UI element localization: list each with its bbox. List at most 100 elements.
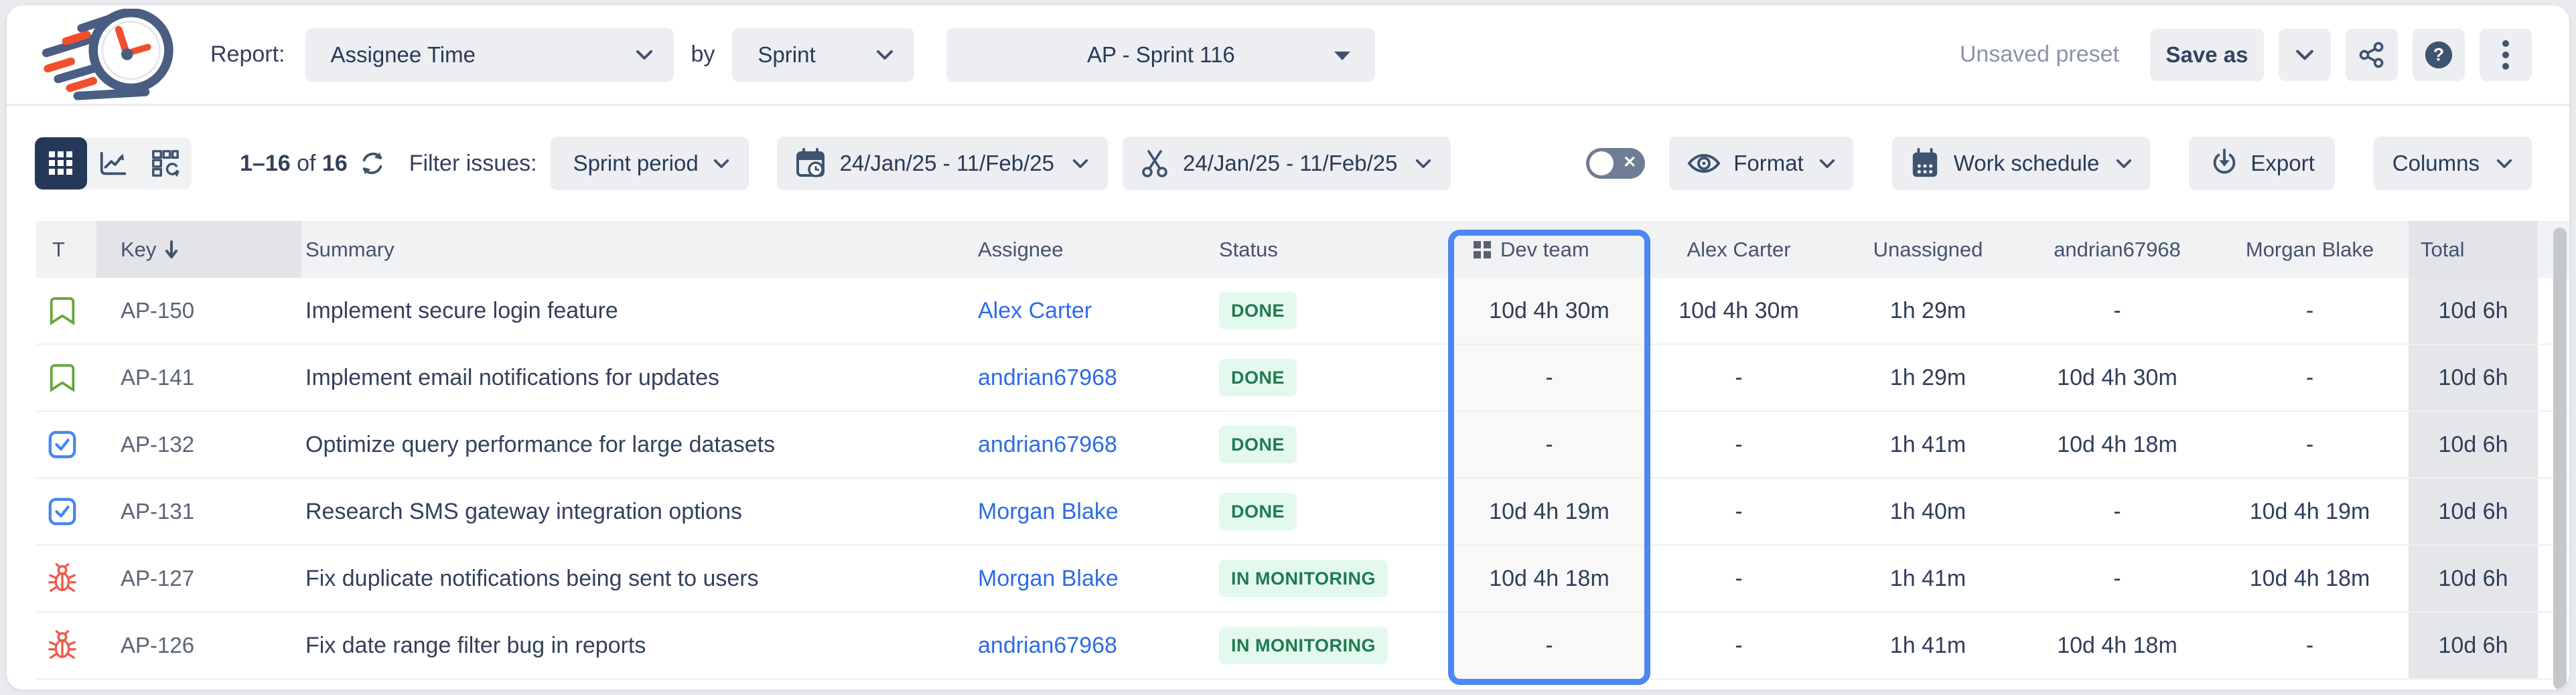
issue-type-cell — [36, 479, 96, 544]
dev-team-time-cell: - — [1453, 412, 1645, 477]
column-header-total[interactable]: Total — [2409, 221, 2538, 278]
table-header-row: T Key Summary Assignee Status Dev team A… — [36, 221, 2569, 278]
refresh-icon — [362, 152, 382, 175]
issue-key: AP-132 — [121, 432, 195, 457]
issue-summary: Implement email notifications for update… — [305, 364, 719, 390]
status-badge: IN MONITORING — [1219, 560, 1388, 597]
task-icon — [48, 497, 76, 526]
column-header-type[interactable]: T — [52, 237, 65, 261]
pivot-view-button[interactable] — [139, 137, 192, 189]
andrian67968-time-cell: 10d 4h 18m — [2057, 632, 2177, 658]
assignee-link[interactable]: Morgan Blake — [978, 498, 1119, 524]
share-button[interactable] — [2346, 28, 2398, 81]
format-dropdown[interactable]: Format — [1669, 137, 1853, 190]
export-button[interactable]: Export — [2189, 137, 2335, 190]
column-header-status[interactable]: Status — [1219, 237, 1278, 261]
help-button[interactable]: ? — [2413, 28, 2465, 81]
count-of: of — [297, 150, 316, 176]
issue-key: AP-127 — [121, 566, 195, 591]
team-group-icon — [1474, 240, 1491, 258]
column-header-morgan-blake[interactable]: Morgan Blake — [2245, 237, 2374, 261]
task-icon — [48, 431, 76, 459]
view-switcher — [35, 137, 192, 189]
chart-view-button[interactable] — [87, 137, 139, 189]
group-by-dropdown[interactable]: Sprint — [732, 27, 915, 82]
status-cell: DONE — [1206, 345, 1453, 410]
sort-descending-icon — [165, 240, 178, 258]
details-toggle[interactable]: ✕ — [1586, 148, 1646, 179]
dev-team-time-cell: - — [1453, 345, 1645, 410]
assignee-link[interactable]: andrian67968 — [978, 632, 1117, 658]
work-schedule-label: Work schedule — [1953, 151, 2100, 175]
issue-summary: Fix date range filter bug in reports — [305, 632, 646, 658]
andrian67968-time-cell: - — [2113, 565, 2121, 591]
more-options-button[interactable] — [2480, 28, 2532, 81]
table-row: AP-127 Fix duplicate notifications being… — [36, 546, 2569, 613]
issue-summary: Implement secure login feature — [305, 297, 618, 323]
kebab-menu-icon — [2502, 40, 2509, 70]
unassigned-time-cell: 1h 41m — [1889, 431, 1966, 457]
help-icon: ? — [2425, 41, 2453, 68]
worklog-trim-dropdown[interactable]: 24/Jan/25 - 11/Feb/25 — [1123, 137, 1451, 190]
calendar-clock-icon — [794, 147, 827, 179]
refresh-button[interactable] — [358, 149, 386, 177]
vertical-scrollbar[interactable] — [2553, 228, 2567, 690]
issue-summary: Optimize query performance for large dat… — [305, 431, 776, 457]
dev-team-time-cell: 10d 4h 18m — [1453, 546, 1645, 611]
andrian67968-time-cell: 10d 4h 30m — [2057, 364, 2177, 390]
unassigned-time-cell: 1h 29m — [1889, 364, 1966, 390]
issue-type-cell — [36, 546, 96, 611]
columns-dropdown[interactable]: Columns — [2373, 137, 2532, 190]
unassigned-time-cell: 1h 41m — [1889, 565, 1966, 591]
bug-icon — [48, 630, 76, 659]
table-row: AP-132 Optimize query performance for la… — [36, 412, 2569, 479]
alex-carter-time-cell: - — [1735, 431, 1743, 457]
table-row: AP-126 Fix date range filter bug in repo… — [36, 613, 2569, 680]
column-header-andrian67968[interactable]: andrian67968 — [2054, 237, 2181, 261]
unassigned-time-cell: 1h 29m — [1889, 297, 1966, 323]
issue-summary: Research SMS gateway integration options — [305, 498, 743, 524]
assignee-link[interactable]: Morgan Blake — [978, 565, 1119, 591]
column-header-assignee[interactable]: Assignee — [978, 237, 1064, 261]
report-table: T Key Summary Assignee Status Dev team A… — [7, 221, 2569, 680]
assignee-link[interactable]: Alex Carter — [978, 297, 1092, 323]
svg-text:?: ? — [2433, 44, 2444, 64]
sprint-dropdown[interactable]: AP - Sprint 116 — [946, 27, 1376, 82]
work-schedule-dropdown[interactable]: Work schedule — [1891, 137, 2151, 190]
issue-type-cell — [36, 278, 96, 343]
assignee-link[interactable]: andrian67968 — [978, 431, 1117, 457]
column-header-unassigned[interactable]: Unassigned — [1873, 237, 1983, 261]
chevron-down-icon — [877, 50, 893, 60]
group-by-value: Sprint — [758, 42, 816, 67]
report-type-value: Assignee Time — [330, 42, 476, 67]
filter-issues-label: Filter issues: — [409, 150, 537, 176]
chevron-down-icon — [1072, 159, 1088, 168]
report-type-dropdown[interactable]: Assignee Time — [305, 27, 674, 82]
period-dropdown[interactable]: Sprint period — [550, 137, 749, 190]
issue-type-cell — [36, 345, 96, 410]
issue-key: AP-141 — [121, 365, 195, 390]
issue-key: AP-131 — [121, 499, 195, 524]
columns-label: Columns — [2392, 151, 2480, 175]
total-time-cell: 10d 6h — [2409, 412, 2538, 477]
share-icon — [2359, 42, 2384, 68]
status-cell: DONE — [1206, 412, 1453, 477]
save-as-button[interactable]: Save as — [2150, 28, 2264, 81]
column-header-key[interactable]: Key — [96, 221, 301, 278]
andrian67968-time-cell: 10d 4h 18m — [2057, 431, 2177, 457]
grid-icon — [49, 151, 72, 175]
sprint-value: AP - Sprint 116 — [1087, 42, 1235, 67]
save-options-button[interactable] — [2279, 28, 2331, 81]
column-header-summary[interactable]: Summary — [305, 237, 395, 261]
format-label: Format — [1733, 151, 1804, 175]
status-cell: DONE — [1206, 278, 1453, 343]
table-view-button[interactable] — [35, 137, 87, 189]
total-time-cell: 10d 6h — [2409, 345, 2538, 410]
dev-team-time-cell: - — [1453, 613, 1645, 678]
column-header-alex-carter[interactable]: Alex Carter — [1687, 237, 1791, 261]
date-range-dropdown[interactable]: 24/Jan/25 - 11/Feb/25 — [776, 137, 1108, 190]
assignee-link[interactable]: andrian67968 — [978, 364, 1117, 390]
app-logo-flying-clock-icon — [42, 8, 173, 100]
bug-icon — [48, 563, 76, 592]
column-header-dev-team[interactable]: Dev team — [1453, 221, 1645, 278]
